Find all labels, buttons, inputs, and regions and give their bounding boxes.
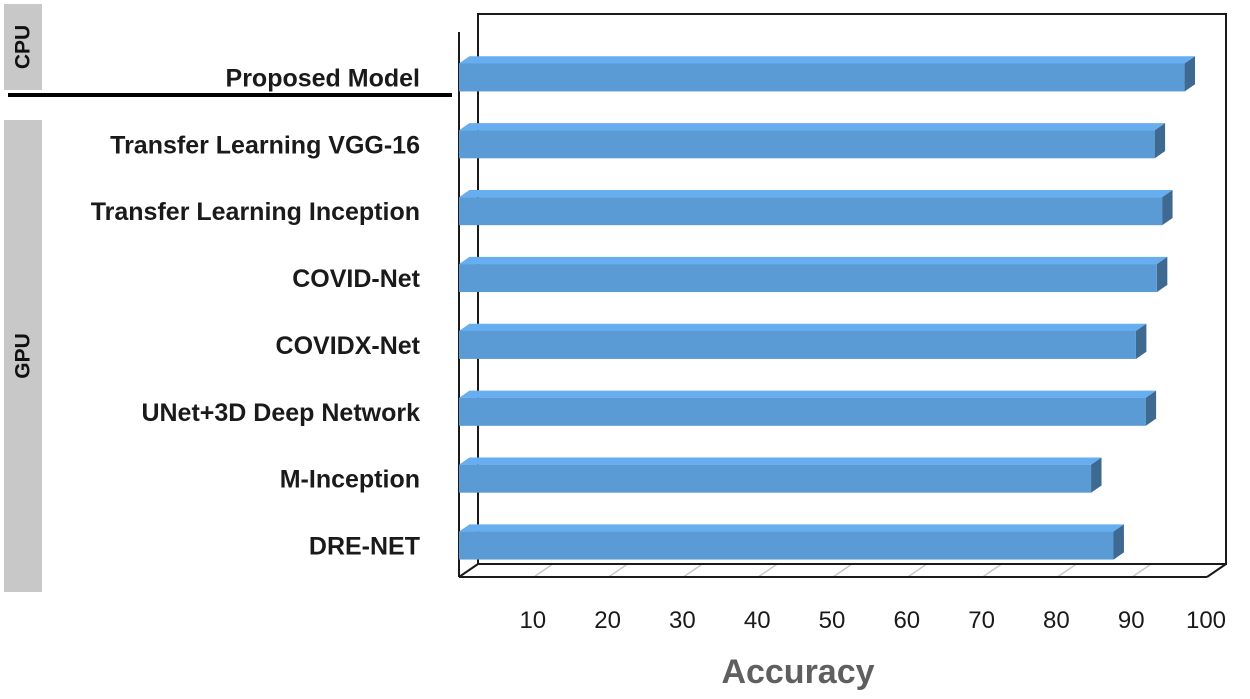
x-tick-label: 60 <box>893 607 920 634</box>
category-label: UNet+3D Deep Network <box>141 399 420 427</box>
bar <box>459 390 1157 426</box>
x-tick-label: 20 <box>594 607 621 634</box>
bar <box>459 457 1102 493</box>
bar-front <box>459 397 1146 426</box>
bar-front <box>459 63 1185 92</box>
bar-top <box>459 323 1147 331</box>
bar-front <box>459 464 1092 493</box>
x-tick-label: 40 <box>744 607 771 634</box>
floor-right-edge <box>1206 563 1227 578</box>
bar-side <box>1113 524 1124 560</box>
category-labels: Proposed Model Transfer Learning VGG-16 Tr… <box>91 64 421 560</box>
bar-front <box>459 531 1114 560</box>
cpu-group-box <box>4 4 42 90</box>
bar-side <box>1145 390 1157 426</box>
group-labels: CPU GPU <box>4 4 452 592</box>
floor-gridline <box>533 563 554 578</box>
floor-gridline <box>832 563 853 578</box>
bar-side <box>1091 457 1102 493</box>
category-label: COVIDX-Net <box>276 332 421 360</box>
category-label: COVID-Net <box>292 265 420 293</box>
x-tick-label: 80 <box>1043 607 1070 634</box>
bar-front <box>459 330 1136 359</box>
x-tick-label: 90 <box>1118 607 1145 634</box>
bar-front <box>459 130 1155 159</box>
bar <box>459 256 1168 293</box>
bar-top <box>459 457 1102 465</box>
category-label: Proposed Model <box>226 64 420 92</box>
category-label: Transfer Learning VGG-16 <box>110 131 420 159</box>
gpu-group-box <box>4 120 42 592</box>
bar-side <box>1135 323 1147 359</box>
category-label: Transfer Learning Inception <box>91 198 420 226</box>
bar-front <box>459 197 1163 226</box>
tick-labels: 10 20 30 40 50 60 70 80 90 100 <box>519 607 1226 634</box>
bar <box>459 56 1196 92</box>
bar-layer <box>459 56 1196 560</box>
bar-top <box>459 256 1168 265</box>
group-label: CPU <box>12 25 35 69</box>
bar-side <box>1154 123 1166 159</box>
floor-gridline <box>1131 563 1152 578</box>
x-tick-label: 30 <box>669 607 696 634</box>
bar-top <box>459 123 1166 131</box>
bar <box>459 123 1166 159</box>
floor-gridline <box>608 563 629 578</box>
x-tick-label: 50 <box>819 607 846 634</box>
bar-side <box>1156 256 1168 293</box>
bar-front <box>459 264 1157 293</box>
x-tick-label: 10 <box>519 607 546 634</box>
bar-top <box>459 390 1157 398</box>
category-label: DRE-NET <box>309 533 420 561</box>
floor-gridline <box>1056 563 1077 578</box>
bar-side <box>1184 56 1196 92</box>
bar-side <box>1162 190 1173 226</box>
floor-gridline <box>682 563 703 578</box>
bar <box>459 190 1173 226</box>
bar <box>459 323 1147 359</box>
floor-left-edge <box>458 563 479 578</box>
floor-gridline <box>907 563 928 578</box>
bar-top <box>459 190 1173 198</box>
group-label: GPU <box>12 333 35 379</box>
floor-gridline <box>982 563 1003 578</box>
bar <box>459 524 1124 560</box>
floor-gridline <box>757 563 778 578</box>
x-tick-label: 70 <box>968 607 995 634</box>
bar-top <box>459 56 1196 64</box>
x-axis-title: Accuracy <box>721 653 874 691</box>
category-label: M-Inception <box>280 466 420 494</box>
bar-top <box>459 524 1124 532</box>
x-tick-label: 100 <box>1186 607 1226 634</box>
